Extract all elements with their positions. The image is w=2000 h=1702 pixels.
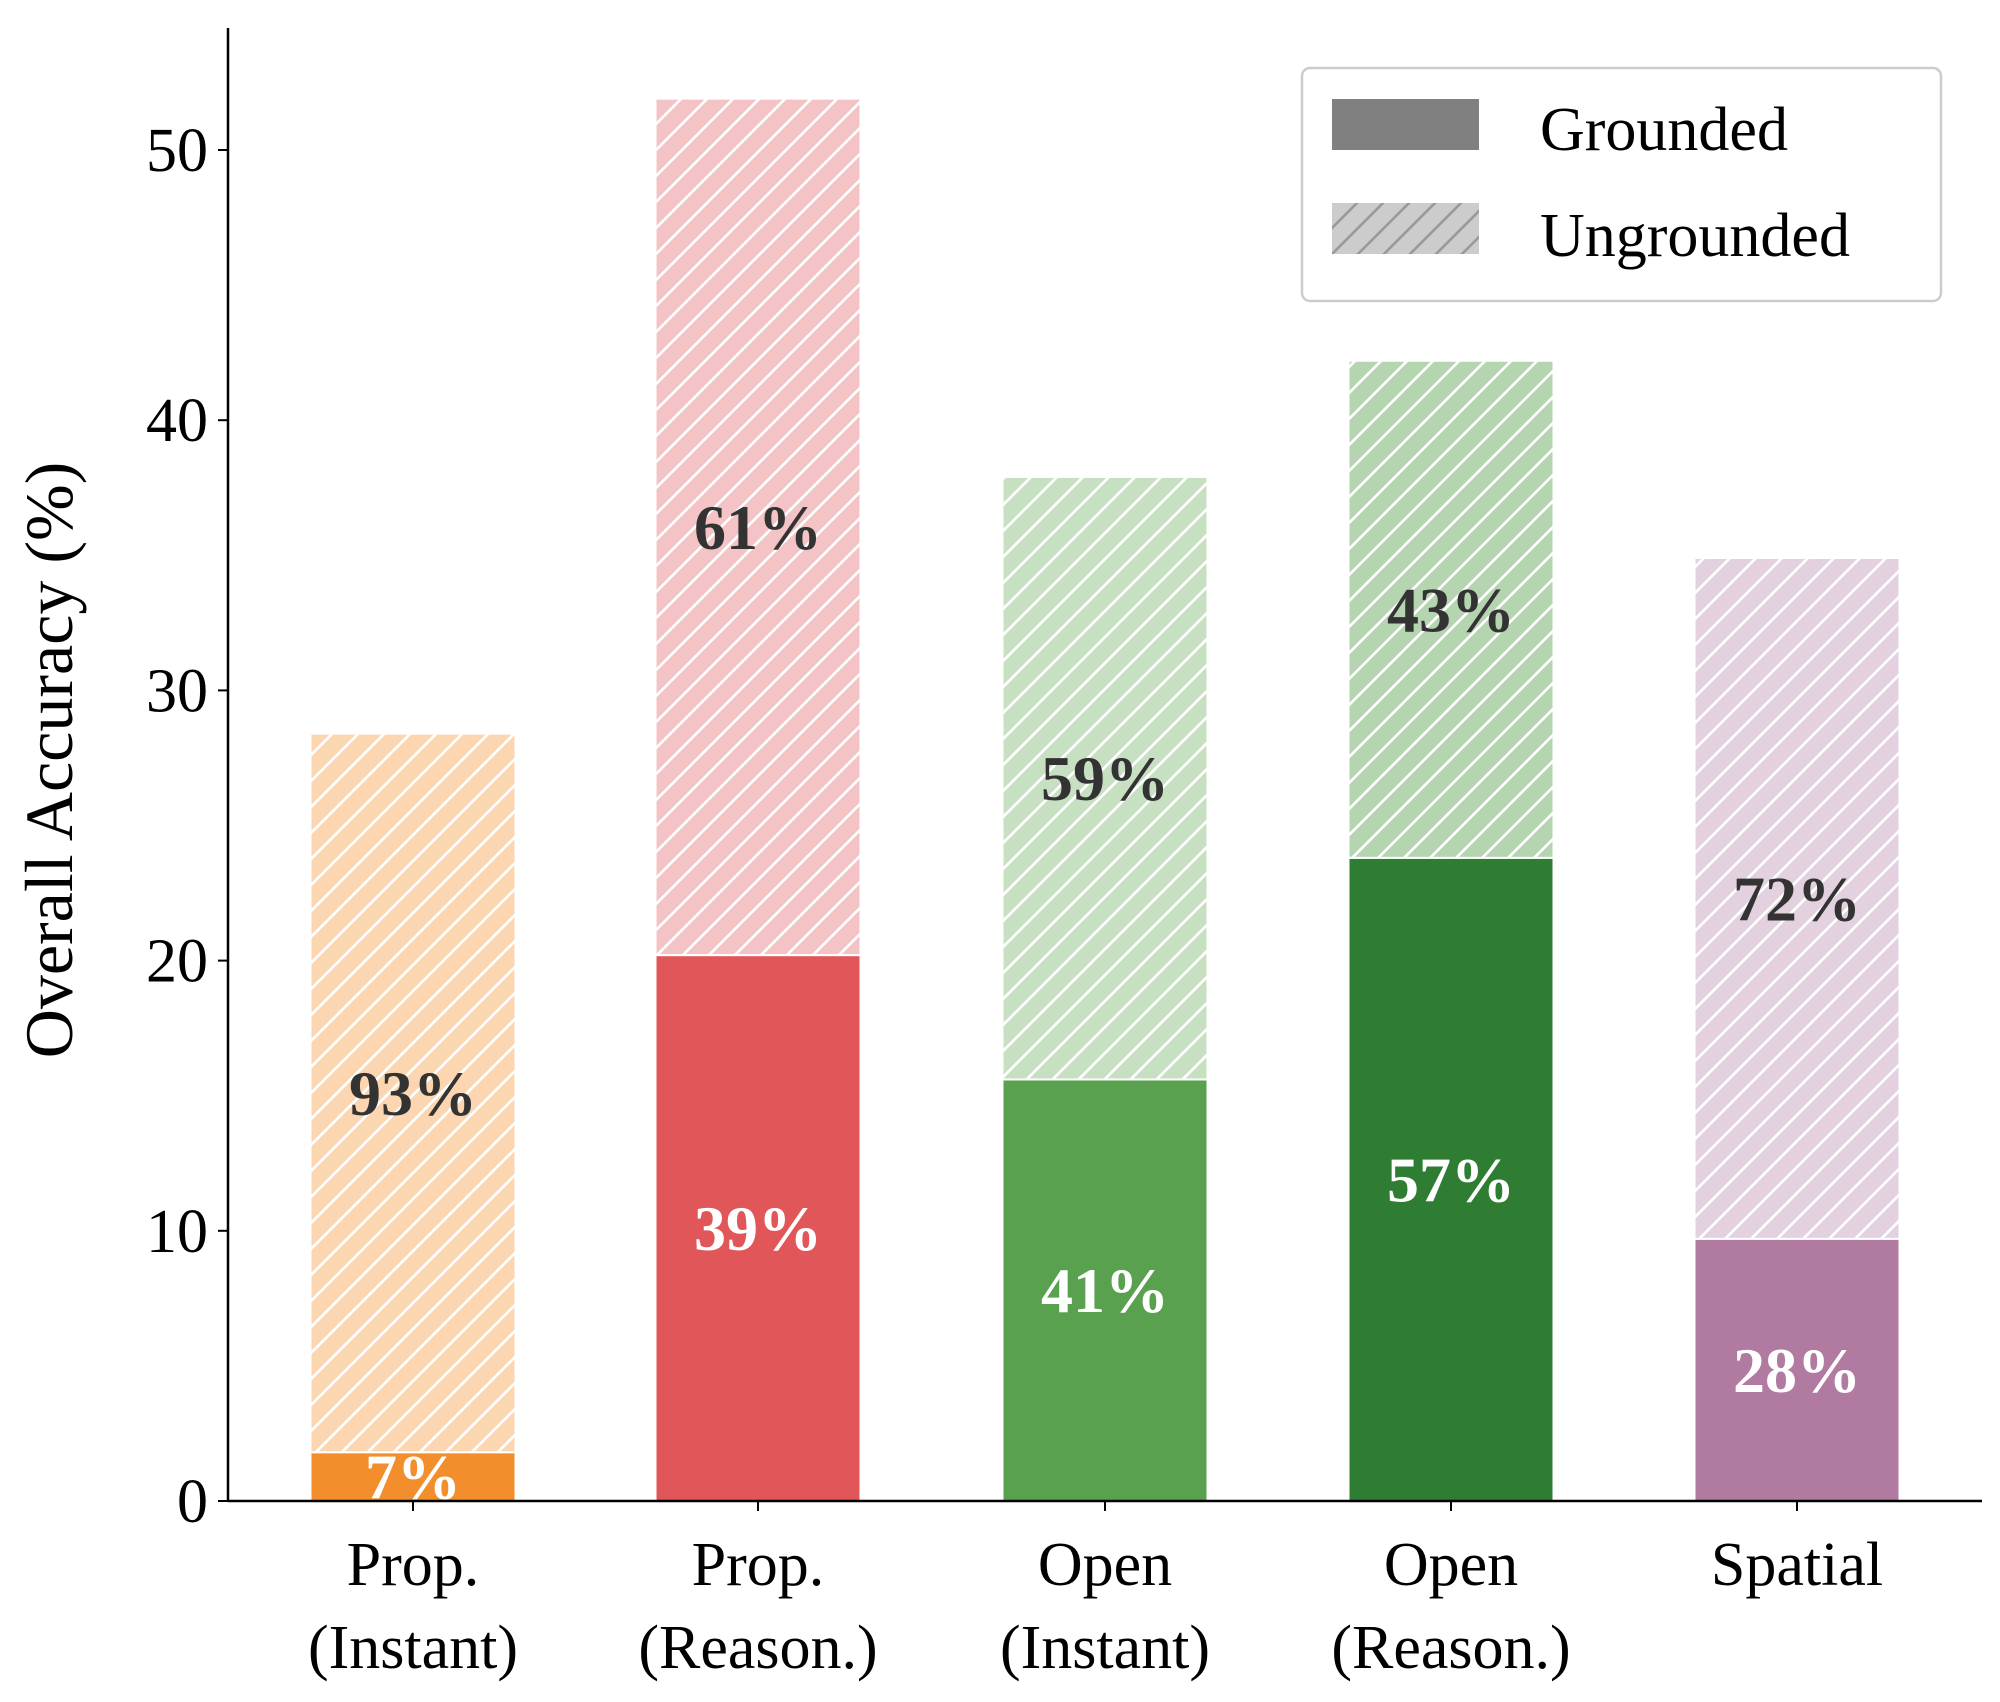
bar-grounded xyxy=(1693,1237,1901,1502)
y-tick-label: 50 xyxy=(146,117,208,185)
x-tick-label: Open xyxy=(1384,1531,1518,1599)
legend-swatch-grounded xyxy=(1332,99,1479,150)
y-tick-label: 10 xyxy=(146,1198,208,1266)
bar-grounded xyxy=(1347,856,1555,1502)
bar-ungrounded-hatch xyxy=(1347,359,1555,859)
bar-ungrounded-hatch xyxy=(1001,475,1209,1081)
ungrounded-value-label: 59% xyxy=(1041,743,1169,814)
legend-swatch-ungrounded-hatch xyxy=(1332,203,1479,254)
x-tick-label: (Instant) xyxy=(1000,1614,1210,1682)
bar-grounded xyxy=(309,1451,517,1503)
grounded-value-label: 28% xyxy=(1733,1335,1861,1406)
bar-ungrounded-hatch xyxy=(309,732,517,1454)
ungrounded-value-label: 61% xyxy=(694,492,822,563)
ungrounded-value-label: 93% xyxy=(349,1058,477,1129)
legend-label-ungrounded: Ungrounded xyxy=(1540,202,1850,270)
x-tick-label: (Instant) xyxy=(308,1614,518,1682)
legend-label-grounded: Grounded xyxy=(1540,96,1788,164)
x-tick-label: (Reason.) xyxy=(638,1614,877,1682)
ungrounded-value-label: 43% xyxy=(1387,574,1515,645)
x-tick-label: Open xyxy=(1038,1531,1172,1599)
bars-group: 93%7%61%39%59%41%43%57%72%28% xyxy=(309,97,1901,1513)
legend: Grounded Ungrounded xyxy=(1300,66,1943,303)
ungrounded-value-label: 72% xyxy=(1733,863,1861,934)
bar-ungrounded-hatch xyxy=(1693,557,1901,1240)
y-tick-label: 0 xyxy=(177,1468,208,1536)
x-tick-label: Prop. xyxy=(692,1531,825,1599)
grounded-value-label: 57% xyxy=(1387,1144,1515,1215)
x-tick-label: Spatial xyxy=(1711,1531,1883,1599)
y-tick-label: 20 xyxy=(146,928,208,996)
y-tick-label: 30 xyxy=(146,657,208,725)
grounded-value-label: 41% xyxy=(1041,1255,1169,1326)
x-tick-label: (Reason.) xyxy=(1331,1614,1570,1682)
y-tick-label: 40 xyxy=(146,387,208,455)
axes: Prop. (Instant) Prop. (Reason.) Open (Instant… xyxy=(11,28,1982,1682)
x-tick-label: Prop. xyxy=(347,1531,480,1599)
grounded-value-label: 39% xyxy=(694,1193,822,1264)
y-axis-label: Overall Accuracy (%) xyxy=(11,462,87,1059)
